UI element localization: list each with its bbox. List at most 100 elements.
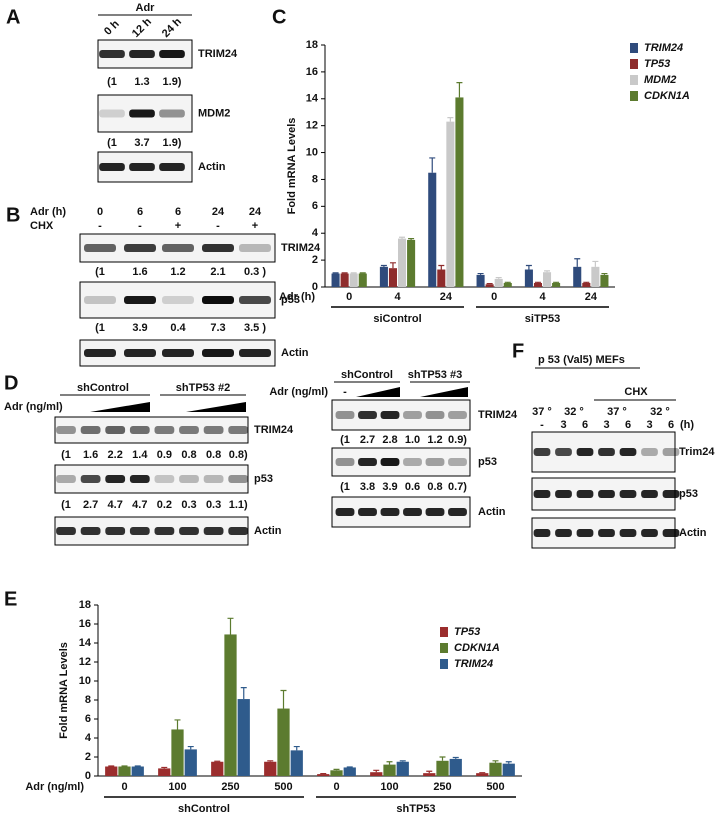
band xyxy=(129,426,150,434)
lane-label: 0 h xyxy=(102,18,122,38)
band xyxy=(380,508,400,516)
quantification: 1.4 xyxy=(132,449,148,461)
x-tick-label: 0 xyxy=(333,781,339,793)
dose-triangle xyxy=(90,402,150,412)
bar xyxy=(340,273,349,287)
lane-label: 6 xyxy=(668,419,674,431)
band xyxy=(162,349,194,357)
error-bar xyxy=(601,272,608,275)
bar xyxy=(317,774,330,776)
legend-label: MDM2 xyxy=(644,74,676,86)
band xyxy=(335,458,355,466)
error-bar xyxy=(525,264,532,270)
band xyxy=(448,411,467,419)
lane-label: + xyxy=(252,220,258,232)
y-tick-label: 2 xyxy=(312,254,318,266)
quantification: 0.9 xyxy=(157,449,172,461)
lane-label: 24 h xyxy=(160,16,184,40)
blot-label: TRIM24 xyxy=(281,242,321,254)
bar xyxy=(158,768,171,776)
quantification: 0.8 xyxy=(181,449,196,461)
band xyxy=(425,458,445,466)
bar xyxy=(552,282,561,287)
bar xyxy=(370,772,383,776)
band xyxy=(129,109,155,118)
error-bar xyxy=(477,272,484,275)
band xyxy=(129,50,155,58)
bar xyxy=(436,760,449,776)
group-label: siTP53 xyxy=(525,313,560,325)
legend-label: TP53 xyxy=(644,58,670,70)
panel-letter: C xyxy=(272,6,286,28)
panel-title: p 53 (Val5) MEFs xyxy=(538,354,625,366)
band xyxy=(129,475,150,483)
dose-triangle xyxy=(356,387,400,397)
band xyxy=(576,448,594,456)
band xyxy=(159,109,185,118)
band xyxy=(159,50,185,58)
bar xyxy=(398,238,407,287)
lane-label: 6 xyxy=(175,206,181,218)
group-label: shTP53 xyxy=(396,803,435,815)
band xyxy=(662,529,680,537)
quantification: 1.9) xyxy=(163,76,182,88)
lane-label: - xyxy=(343,386,347,398)
error-bar xyxy=(399,760,406,762)
y-tick-label: 4 xyxy=(312,227,319,239)
bar xyxy=(358,273,367,287)
band xyxy=(598,448,615,456)
y-axis-label: Fold mRNA Levels xyxy=(286,118,298,215)
error-bar xyxy=(408,238,415,240)
quantification: 1.0 xyxy=(405,434,420,446)
quantification: 1.6 xyxy=(83,449,98,461)
x-tick-label: 500 xyxy=(274,781,292,793)
blot-label: Actin xyxy=(679,527,707,539)
error-bar xyxy=(574,258,581,267)
blot-label: MDM2 xyxy=(198,107,230,119)
group-label: siControl xyxy=(373,313,421,325)
lane-label: 6 xyxy=(137,206,143,218)
error-bar xyxy=(544,270,551,273)
band xyxy=(84,296,116,304)
bar xyxy=(407,239,416,287)
band xyxy=(228,426,249,434)
legend-swatch xyxy=(440,627,448,637)
lane-label: 3 xyxy=(603,419,609,431)
treatment: CHX xyxy=(624,386,648,398)
x-tick-label: 0 xyxy=(346,291,352,303)
quantification: 1.2 xyxy=(170,266,185,278)
band xyxy=(154,426,175,434)
quantification: (1 xyxy=(95,266,105,278)
bar xyxy=(582,282,591,287)
quantification: 1.3 xyxy=(134,76,149,88)
quantification: 0.7) xyxy=(448,481,467,493)
y-tick-label: 8 xyxy=(312,173,318,185)
error-bar xyxy=(389,262,396,269)
legend-swatch xyxy=(630,91,638,101)
lane-label: + xyxy=(175,220,181,232)
panel-letter: B xyxy=(6,204,20,226)
band xyxy=(129,527,150,535)
temperature: 37 ° xyxy=(532,406,552,418)
error-bar xyxy=(350,272,357,274)
row-label: Adr (ng/ml) xyxy=(4,401,63,413)
band xyxy=(179,426,199,434)
quantification: 0.3 ) xyxy=(244,266,266,278)
band xyxy=(239,296,271,304)
group-label: shTP53 #2 xyxy=(176,382,230,394)
bar xyxy=(437,269,446,287)
legend-swatch xyxy=(440,643,448,653)
bar xyxy=(524,269,533,287)
lane-label: 3 xyxy=(646,419,652,431)
error-bar xyxy=(447,117,454,122)
panel-letter: F xyxy=(512,340,524,362)
quantification: 3.5 ) xyxy=(244,322,266,334)
band xyxy=(380,411,400,419)
panel-letter: D xyxy=(4,372,18,394)
x-tick-label: 0 xyxy=(491,291,497,303)
error-bar xyxy=(439,756,446,761)
x-tick-label: 250 xyxy=(221,781,239,793)
row-label: Adr (ng/ml) xyxy=(269,386,328,398)
quantification: 3.8 xyxy=(360,481,375,493)
blot-label: p53 xyxy=(679,488,698,500)
